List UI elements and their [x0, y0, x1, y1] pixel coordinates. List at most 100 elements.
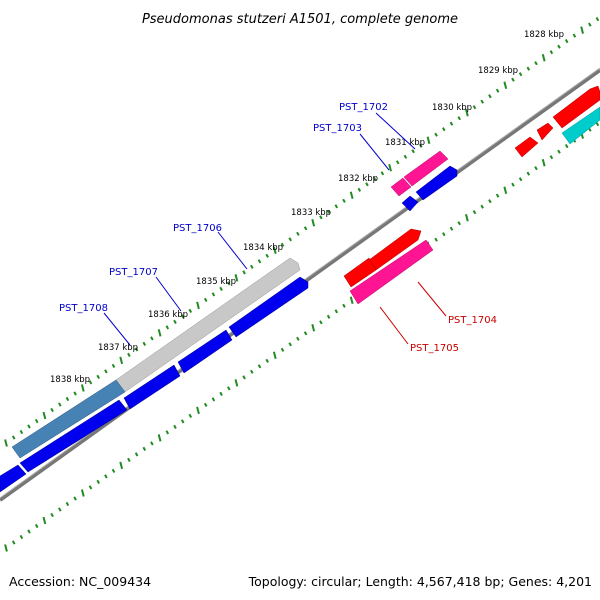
- gene-reverse-blue[interactable]: [415, 165, 458, 201]
- inner-tick: [88, 485, 93, 490]
- outer-tick: [549, 50, 554, 55]
- gene-reverse-blue[interactable]: [123, 364, 181, 410]
- leader-line-pst1708: [103, 312, 131, 346]
- inner-tick: [518, 177, 523, 182]
- inner-tick: [250, 369, 254, 374]
- inner-tick: [227, 386, 231, 391]
- gene-red-arrow[interactable]: [536, 122, 554, 141]
- inner-tick: [480, 204, 484, 209]
- gene-label-lines: [103, 112, 447, 346]
- inner-tick: [73, 496, 77, 501]
- outer-tick: [526, 66, 531, 71]
- gene-reverse-blue[interactable]: [177, 329, 233, 374]
- leader-line-pst1704: [417, 281, 447, 317]
- gene-label-pst1702[interactable]: PST_1702: [339, 102, 388, 113]
- kbp-label-1829: 1829 kbp: [478, 66, 518, 76]
- inner-tick: [465, 213, 469, 222]
- outer-tick: [288, 237, 292, 242]
- inner-tick: [203, 402, 208, 407]
- outer-tick: [349, 191, 354, 200]
- gene-label-pst1706[interactable]: PST_1706: [173, 223, 222, 234]
- inner-tick: [234, 379, 239, 387]
- outer-tick: [127, 352, 131, 357]
- gene-label-pst1708[interactable]: PST_1708: [59, 303, 108, 314]
- outer-tick: [442, 127, 446, 132]
- outer-tick: [19, 429, 24, 435]
- outer-tick: [142, 341, 147, 346]
- inner-tick: [472, 210, 477, 215]
- gene-pst1703[interactable]: [390, 177, 412, 197]
- outer-tick: [311, 219, 316, 227]
- gene-label-pst1704[interactable]: PST_1704: [448, 315, 497, 326]
- outer-tick: [380, 171, 385, 176]
- inner-tick: [104, 474, 108, 479]
- outer-tick: [173, 319, 177, 324]
- inner-tick: [342, 303, 346, 308]
- gene-cluster-left: [0, 257, 309, 493]
- leader-line-pst1706: [217, 231, 248, 270]
- inner-tick-track: [4, 122, 600, 552]
- outer-tick: [296, 231, 300, 236]
- outer-tick: [203, 297, 208, 302]
- inner-tick: [288, 342, 292, 347]
- gene-labels: PST_1702 PST_1703 PST_1706 PST_1707 PST_…: [59, 102, 497, 354]
- outer-tick: [4, 439, 8, 447]
- outer-tick: [319, 215, 323, 220]
- accession-text: Accession: NC_009434: [9, 574, 151, 589]
- inner-tick: [257, 364, 262, 369]
- gene-label-pst1703[interactable]: PST_1703: [313, 123, 362, 134]
- gene-red-arrow[interactable]: [514, 136, 539, 158]
- outer-tick: [227, 281, 231, 286]
- inner-tick: [50, 512, 54, 518]
- kbp-label-1833: 1833 kbp: [291, 208, 331, 218]
- gene-cyan[interactable]: [561, 106, 600, 145]
- inner-tick: [442, 232, 446, 237]
- outer-tick: [265, 253, 269, 258]
- outer-tick: [326, 209, 331, 214]
- inner-tick: [142, 446, 147, 451]
- outer-tick: [518, 72, 523, 77]
- outer-tick: [119, 356, 124, 365]
- inner-tick: [488, 199, 492, 204]
- inner-tick: [280, 347, 285, 352]
- kbp-label-1835: 1835 kbp: [196, 277, 236, 287]
- inner-tick: [27, 529, 31, 534]
- inner-tick: [242, 375, 246, 380]
- inner-tick: [111, 468, 116, 473]
- inner-tick: [534, 166, 538, 171]
- outer-tick: [188, 308, 193, 313]
- gene-red-arrow[interactable]: [552, 85, 600, 129]
- outer-tick: [434, 132, 438, 137]
- outer-tick: [488, 94, 492, 99]
- outer-tick: [27, 424, 31, 429]
- gene-label-pst1705[interactable]: PST_1705: [410, 343, 459, 354]
- outer-tick: [165, 325, 170, 330]
- outer-tick: [42, 411, 47, 420]
- inner-tick: [296, 336, 300, 341]
- gene-pst1705[interactable]: [349, 239, 434, 305]
- outer-tick: [495, 88, 500, 93]
- gene-pst1707[interactable]: [228, 276, 309, 338]
- outer-tick: [564, 39, 569, 44]
- gene-reverse-blue[interactable]: [0, 464, 27, 493]
- outer-tick: [180, 314, 185, 319]
- outer-tick: [65, 396, 70, 402]
- gene-reverse-blue[interactable]: [401, 195, 419, 212]
- gene-reverse-blue[interactable]: [19, 399, 128, 473]
- gene-label-pst1707[interactable]: PST_1707: [109, 267, 158, 278]
- outer-tick: [572, 33, 577, 38]
- inner-tick: [334, 309, 339, 314]
- inner-tick: [150, 441, 154, 446]
- outer-tick: [449, 121, 454, 126]
- gene-pst1702[interactable]: [403, 150, 449, 187]
- gene-pst1708[interactable]: [11, 379, 126, 459]
- outer-tick: [150, 336, 154, 341]
- outer-tick: [580, 26, 584, 34]
- inner-tick: [526, 171, 531, 176]
- gene-red-small[interactable]: [343, 257, 377, 288]
- inner-tick: [434, 237, 438, 242]
- outer-tick: [250, 264, 254, 269]
- leader-line-pst1707: [155, 276, 182, 312]
- inner-tick: [449, 226, 454, 231]
- outer-tick: [50, 407, 54, 413]
